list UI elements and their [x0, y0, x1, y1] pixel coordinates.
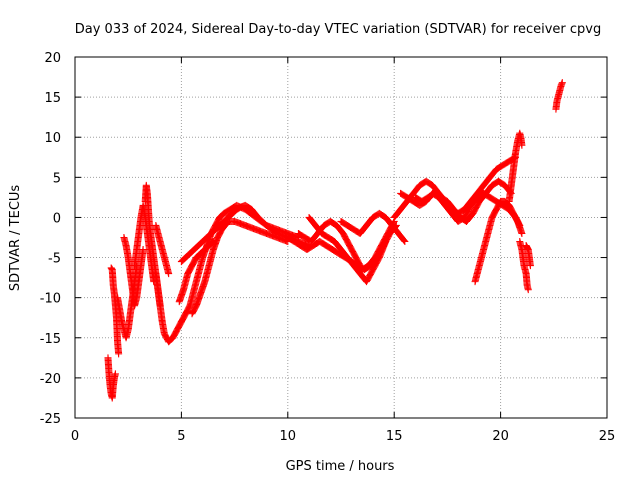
data-points	[104, 79, 566, 402]
x-tick-label: 15	[386, 429, 403, 444]
data-point	[165, 270, 173, 278]
data-point	[382, 238, 390, 246]
y-tick-label: 15	[44, 91, 61, 106]
x-axis-label: GPS time / hours	[286, 459, 395, 474]
x-tick-label: 10	[280, 429, 297, 444]
series-arc-7	[152, 270, 185, 346]
data-point	[518, 141, 526, 149]
series-arc-23	[552, 79, 566, 113]
x-tick-label: 5	[177, 429, 185, 444]
y-axis-tick-labels: -25 -20 -15 -10 -5 0 5 10 15 20	[40, 51, 61, 427]
series-arc-20	[505, 129, 526, 205]
y-tick-label: -15	[40, 332, 61, 347]
data-point	[139, 246, 147, 254]
data-point	[400, 237, 408, 245]
data-point	[115, 350, 123, 358]
data-point	[558, 79, 566, 87]
series-arc-14	[305, 213, 390, 286]
chart-title: Day 033 of 2024, Sidereal Day-to-day VTE…	[75, 22, 601, 37]
y-tick-label: 20	[44, 51, 61, 66]
data-point	[111, 370, 119, 378]
y-tick-label: -20	[40, 372, 61, 387]
y-tick-label: -5	[48, 252, 61, 267]
series-arc-3	[120, 234, 147, 310]
y-tick-label: 0	[53, 211, 61, 226]
x-tick-label: 20	[492, 429, 509, 444]
plot-border	[74, 56, 608, 419]
x-axis-tick-labels: 0 5 10 15 20 25	[71, 429, 615, 444]
y-tick-label: 5	[53, 171, 61, 186]
y-tick-label: -10	[40, 292, 61, 307]
grid-lines	[75, 57, 607, 418]
y-tick-label: 10	[44, 131, 61, 146]
series-arc-21	[516, 238, 532, 294]
data-point	[518, 229, 526, 237]
data-point	[526, 262, 534, 270]
x-tick-label: 0	[71, 429, 79, 444]
series-arc-4	[131, 201, 158, 286]
axis-ticks	[74, 56, 608, 419]
series-arc-1a	[104, 354, 119, 402]
data-point	[524, 286, 532, 294]
y-axis-label: SDTVAR / TECUs	[8, 185, 23, 292]
series-arc-19	[471, 197, 526, 286]
series-arc-15	[337, 209, 409, 246]
x-tick-label: 25	[599, 429, 616, 444]
series-arc-22	[522, 242, 534, 270]
y-tick-label: -25	[40, 412, 61, 427]
data-point	[401, 238, 409, 246]
series-arc-6	[152, 221, 173, 278]
